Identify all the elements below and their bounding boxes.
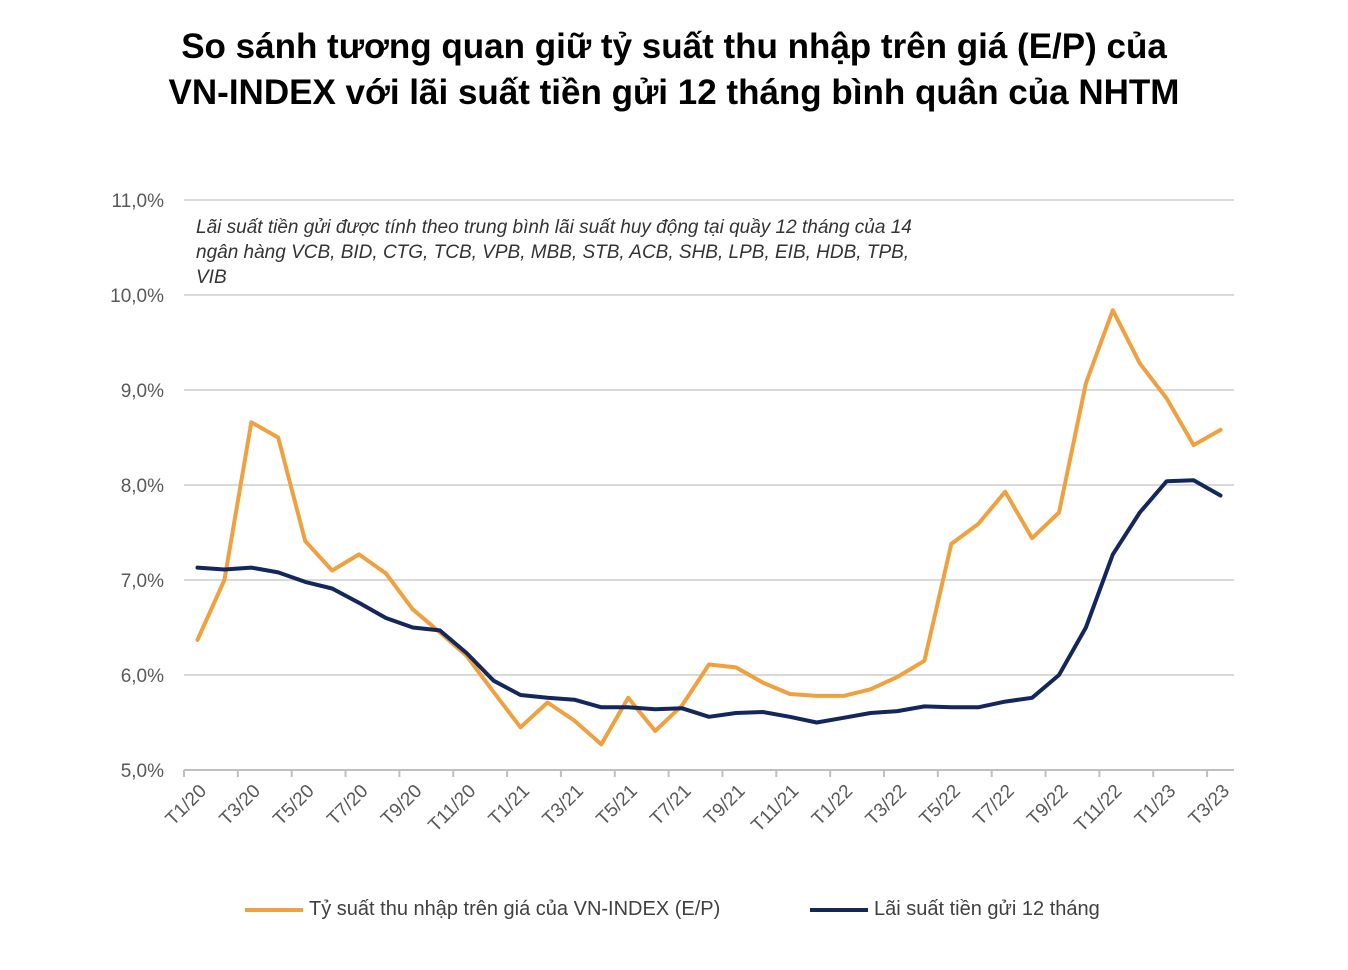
x-tick-label: T5/20: [269, 781, 318, 830]
y-tick-label: 10,0%: [110, 286, 164, 307]
x-tick-label: T5/22: [916, 781, 965, 830]
y-tick-label: 5,0%: [121, 761, 164, 782]
x-tick-label: T1/23: [1131, 781, 1180, 830]
x-tick-label: T9/20: [377, 781, 426, 830]
x-tick-label: T7/20: [323, 781, 372, 830]
y-tick-label: 9,0%: [121, 381, 164, 402]
x-tick-label: T9/21: [700, 781, 749, 830]
series-line-deposit: [195, 478, 1223, 725]
legend-item-deposit: Lãi suất tiền gửi 12 tháng: [810, 898, 1100, 921]
y-tick-label: 8,0%: [121, 476, 164, 497]
y-tick-label: 6,0%: [121, 666, 164, 687]
x-tick-label: T3/21: [539, 781, 588, 830]
x-tick-label: T11/21: [748, 781, 804, 837]
x-tick-label: T1/21: [485, 781, 534, 830]
legend-swatch-ep: [245, 907, 303, 912]
x-tick-label: T3/20: [216, 781, 265, 830]
x-tick-label: T3/23: [1185, 781, 1234, 830]
series-line-ep: [195, 308, 1223, 747]
chart-title: So sánh tương quan giữ tỷ suất thu nhập …: [0, 24, 1348, 116]
x-tick-label: T5/21: [593, 781, 642, 830]
x-tick-label: T9/22: [1023, 781, 1072, 830]
chart-title-line2: VN-INDEX với lãi suất tiền gửi 12 tháng …: [168, 73, 1180, 112]
x-tick-label: T1/20: [162, 781, 211, 830]
x-tick-label: T11/20: [425, 781, 481, 837]
x-tick-label: T7/22: [969, 781, 1018, 830]
legend: Tỷ suất thu nhập trên giá của VN-INDEX (…: [0, 898, 1348, 928]
legend-label-deposit: Lãi suất tiền gửi 12 tháng: [874, 898, 1100, 920]
legend-swatch-deposit: [810, 907, 868, 912]
x-tick-label: T1/22: [808, 781, 857, 830]
chart-title-line1: So sánh tương quan giữ tỷ suất thu nhập …: [181, 27, 1167, 66]
legend-item-ep: Tỷ suất thu nhập trên giá của VN-INDEX (…: [245, 898, 720, 921]
y-tick-label: 11,0%: [112, 191, 165, 212]
legend-label-ep: Tỷ suất thu nhập trên giá của VN-INDEX (…: [309, 898, 721, 920]
x-tick-label: T7/21: [646, 781, 695, 830]
chart-note: Lãi suất tiền gửi được tính theo trung b…: [196, 217, 912, 288]
x-tick-label: T3/22: [862, 781, 911, 830]
x-tick-label: T11/22: [1071, 781, 1127, 837]
y-tick-label: 7,0%: [121, 571, 164, 592]
